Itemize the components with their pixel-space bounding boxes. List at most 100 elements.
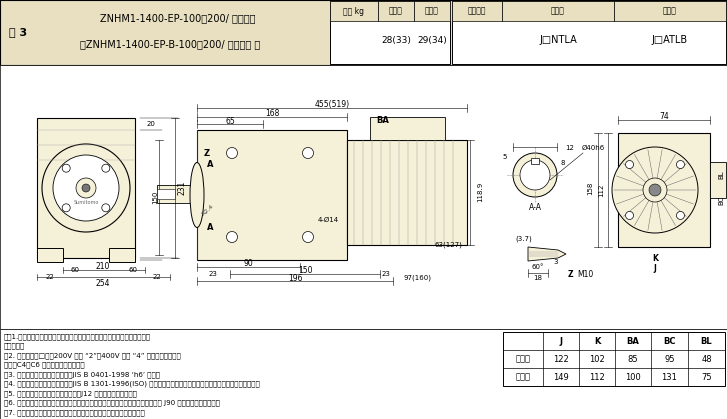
Circle shape	[649, 184, 661, 196]
Circle shape	[82, 184, 90, 192]
Circle shape	[76, 178, 96, 198]
Bar	[614, 1, 726, 21]
Text: M10: M10	[577, 269, 593, 279]
Bar	[37, 248, 63, 262]
Text: 23: 23	[209, 271, 217, 277]
Text: 455(519): 455(519)	[315, 99, 350, 109]
Circle shape	[63, 204, 71, 212]
Bar	[37, 118, 135, 258]
Text: 5: 5	[503, 154, 507, 160]
Text: 18: 18	[534, 275, 542, 281]
Text: 8: 8	[561, 160, 566, 166]
Text: K: K	[652, 253, 658, 262]
Text: 168: 168	[265, 109, 279, 117]
Text: （ZNHM1-1400-EP-B-100～200/ 仕様記号 ）: （ZNHM1-1400-EP-B-100～200/ 仕様記号 ）	[80, 39, 260, 49]
Text: 90: 90	[243, 259, 253, 267]
Bar	[0, 0, 727, 65]
Text: 22: 22	[46, 274, 55, 280]
Text: 95: 95	[664, 354, 675, 364]
Ellipse shape	[190, 163, 204, 228]
Text: 102: 102	[589, 354, 605, 364]
Circle shape	[520, 160, 550, 190]
Text: 75: 75	[701, 372, 712, 382]
Circle shape	[53, 155, 119, 221]
Text: 122: 122	[553, 354, 569, 364]
Text: 22: 22	[153, 274, 161, 280]
Text: BA: BA	[627, 336, 640, 346]
Text: 23: 23	[382, 271, 390, 277]
Bar	[157, 185, 197, 203]
Text: 屋内形: 屋内形	[389, 7, 403, 16]
Bar	[197, 130, 347, 260]
Text: 63(127): 63(127)	[434, 242, 462, 248]
Text: 48: 48	[701, 354, 712, 364]
Text: 112: 112	[598, 184, 604, 197]
Text: 4-Ø14: 4-Ø14	[318, 217, 339, 223]
Circle shape	[643, 178, 667, 202]
Text: A-A: A-A	[529, 202, 542, 212]
Text: BL: BL	[718, 171, 724, 179]
Text: J: J	[654, 264, 656, 272]
Text: J□ATLB: J□ATLB	[652, 35, 688, 45]
Circle shape	[676, 212, 684, 220]
Bar	[0, 329, 727, 419]
Text: 5. 出力軸部の詳細尺法は、技術資料J12 頁をご参照ください。: 5. 出力軸部の詳細尺法は、技術資料J12 頁をご参照ください。	[4, 390, 137, 397]
Text: 質量 kg: 質量 kg	[343, 7, 364, 16]
Text: (3.7): (3.7)	[515, 236, 532, 242]
Circle shape	[302, 232, 313, 243]
Text: 屋外形: 屋外形	[663, 7, 677, 16]
Text: 注）1.（　）内はブレーキ付の形式、尺法、質量を示しますのでご注意くだ: 注）1.（ ）内はブレーキ付の形式、尺法、質量を示しますのでご注意くだ	[4, 333, 151, 340]
Text: 97(160): 97(160)	[404, 275, 432, 281]
Text: Sumitomo: Sumitomo	[73, 199, 99, 204]
Text: J□NTLA: J□NTLA	[539, 35, 577, 45]
Bar	[370, 117, 445, 140]
Text: 74: 74	[659, 111, 669, 121]
Circle shape	[625, 160, 633, 168]
Text: 85: 85	[627, 354, 638, 364]
Circle shape	[42, 144, 130, 232]
Bar	[330, 1, 378, 21]
Text: 仕様記号: 仕様記号	[467, 7, 486, 16]
Text: 100: 100	[625, 372, 641, 382]
Bar	[157, 189, 175, 199]
Bar	[414, 1, 450, 21]
Text: 196: 196	[288, 274, 302, 282]
Text: 65: 65	[225, 116, 235, 126]
Text: BC: BC	[718, 195, 724, 205]
Text: A: A	[206, 222, 213, 232]
Text: 屋外形: 屋外形	[425, 7, 439, 16]
Text: K: K	[594, 336, 601, 346]
Text: 29(34): 29(34)	[417, 36, 447, 44]
Bar	[618, 133, 710, 247]
Text: BC: BC	[663, 336, 676, 346]
Text: さい。: さい。	[4, 342, 25, 349]
Text: 2. 仕様記号の□は、200V 級は “2”、400V 級は “4” が入ります。詳細: 2. 仕様記号の□は、200V 級は “2”、400V 級は “4” が入ります…	[4, 352, 181, 359]
Text: 4. 軸端キー尺法：尺法公差は、JIS B 1301-1996(ISO) キー及びキー溝　平行キー（普通形）に準拠しています。: 4. 軸端キー尺法：尺法公差は、JIS B 1301-1996(ISO) キー及…	[4, 380, 260, 387]
Text: 7. 本尺法図の尺法及び質量は、予告なしに変更することが有ります。: 7. 本尺法図の尺法及び質量は、予告なしに変更することが有ります。	[4, 409, 145, 416]
Text: 254: 254	[96, 279, 111, 287]
Text: 屋外形: 屋外形	[515, 372, 531, 382]
Text: 60: 60	[129, 267, 137, 273]
Text: 60°: 60°	[531, 264, 545, 270]
Text: 3. 出力軸径尺法：尺法公差は、JIS B 0401-1998 ‘h6’ です。: 3. 出力軸径尺法：尺法公差は、JIS B 0401-1998 ‘h6’ です。	[4, 371, 160, 378]
Text: 118.9: 118.9	[477, 182, 483, 202]
Text: BA: BA	[377, 116, 390, 124]
Text: 図 3: 図 3	[9, 27, 27, 37]
Text: J: J	[560, 336, 563, 346]
Text: 158: 158	[587, 181, 593, 195]
Text: Z: Z	[204, 148, 210, 158]
Text: 12: 12	[566, 145, 574, 151]
Circle shape	[612, 147, 698, 233]
Text: 6. 屋外形は端子笱の向き（引出口方向）が図面と異なります。詳細は技術資料 J90 頁をご参照ください。: 6. 屋外形は端子笱の向き（引出口方向）が図面と異なります。詳細は技術資料 J9…	[4, 399, 220, 406]
Text: 150: 150	[152, 190, 158, 204]
Text: 屋内形: 屋内形	[551, 7, 565, 16]
Polygon shape	[528, 247, 566, 261]
Text: 3: 3	[554, 259, 558, 265]
Text: 112: 112	[589, 372, 605, 382]
Circle shape	[513, 153, 557, 197]
Text: 131: 131	[662, 372, 678, 382]
Bar	[452, 1, 726, 64]
Text: 149: 149	[553, 372, 569, 382]
Text: R2.4: R2.4	[201, 203, 215, 217]
Circle shape	[625, 212, 633, 220]
